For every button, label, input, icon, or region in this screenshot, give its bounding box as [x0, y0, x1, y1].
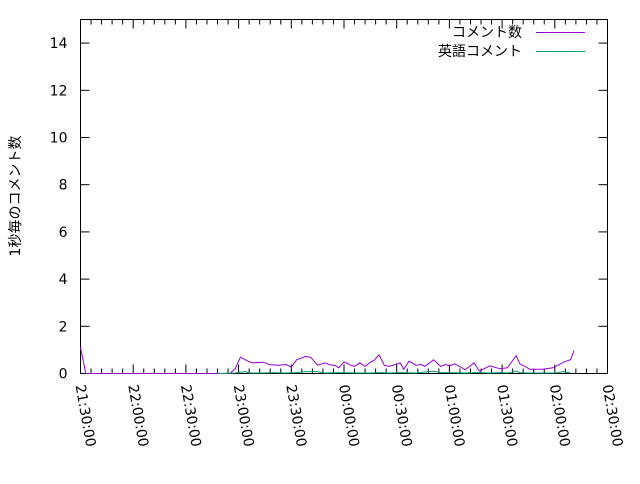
plot-frame — [81, 20, 608, 374]
y-tick-label: 8 — [59, 178, 68, 194]
y-tick-label: 14 — [50, 36, 68, 52]
x-tick-label: 01:00:00 — [440, 383, 467, 448]
x-tick-label: 22:30:00 — [177, 383, 204, 448]
y-tick-label: 4 — [59, 272, 68, 288]
legend: コメント数 英語コメント — [438, 25, 585, 60]
x-tick-label: 02:00:00 — [546, 383, 573, 448]
x-tick-label: 02:30:00 — [599, 383, 626, 448]
y-tick-label: 2 — [59, 319, 68, 335]
x-tick-label: 21:30:00 — [72, 383, 99, 448]
legend-label-0: コメント数 — [452, 25, 522, 41]
x-tick-label: 00:30:00 — [388, 383, 415, 448]
x-tick-label: 23:30:00 — [282, 383, 309, 448]
x-tick-label: 01:30:00 — [493, 383, 520, 448]
x-tick-label: 22:00:00 — [124, 383, 151, 448]
y-tick-label: 10 — [50, 131, 68, 147]
y-axis-label: 1秒毎のコメント数 — [8, 136, 24, 257]
x-tick-label: 23:00:00 — [230, 383, 257, 448]
y-tick-label: 0 — [59, 367, 68, 383]
legend-label-1: 英語コメント — [438, 43, 522, 60]
y-tick-label: 6 — [59, 225, 68, 241]
y-tick-label: 12 — [50, 83, 68, 99]
x-tick-label: 00:00:00 — [335, 383, 362, 448]
